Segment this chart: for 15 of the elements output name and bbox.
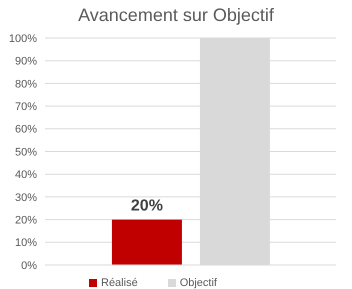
y-tick-label: 60% xyxy=(14,124,38,136)
y-tick-label: 30% xyxy=(14,192,38,204)
y-tick-label: 0% xyxy=(21,260,38,272)
legend-label: Réalisé xyxy=(101,277,138,289)
chart-title: Avancement sur Objectif xyxy=(77,5,275,26)
y-tick-label: 50% xyxy=(14,146,38,158)
data-label: 20% xyxy=(130,198,163,215)
y-tick-label: 100% xyxy=(8,32,38,45)
legend-label: Objectif xyxy=(180,277,217,289)
y-tick-label: 80% xyxy=(14,78,38,90)
y-tick-label: 70% xyxy=(14,101,38,114)
y-tick-label: 90% xyxy=(14,56,38,68)
y-tick-label: 20% xyxy=(14,214,38,227)
y-tick-label: 40% xyxy=(14,169,38,182)
y-tick-label: 10% xyxy=(14,237,38,250)
